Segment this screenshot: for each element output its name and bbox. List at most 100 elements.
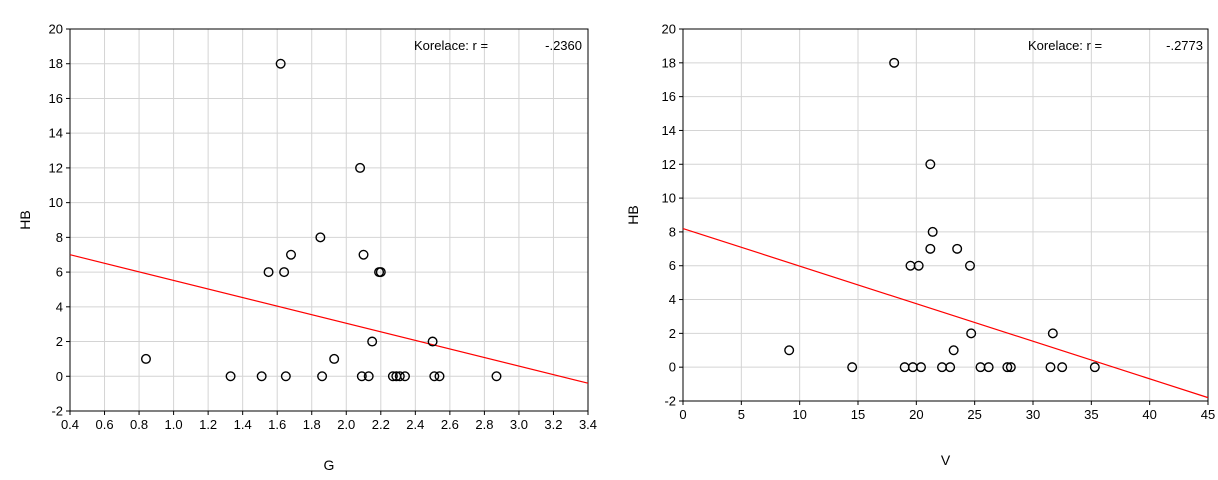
y-tick-label: 14 — [662, 123, 676, 138]
x-tick-label: 0 — [679, 407, 686, 422]
x-tick-label: 1.6 — [268, 417, 286, 432]
data-point — [925, 243, 936, 254]
y-tick-label: 2 — [669, 326, 676, 341]
data-point — [429, 371, 440, 382]
x-tick-label: 20 — [909, 407, 923, 422]
data-point — [280, 371, 291, 382]
data-point — [1005, 362, 1016, 373]
data-point — [983, 362, 994, 373]
data-point — [491, 371, 502, 382]
y-tick-label: -2 — [51, 404, 63, 419]
x-tick-label: 5 — [738, 407, 745, 422]
correlation-label: Korelace: r = — [1028, 38, 1102, 53]
data-point — [315, 232, 326, 243]
data-point — [1047, 328, 1058, 339]
data-point — [317, 371, 328, 382]
x-tick-label: 1.2 — [199, 417, 217, 432]
data-point — [427, 336, 438, 347]
data-point — [784, 345, 795, 356]
data-point — [367, 336, 378, 347]
data-point — [263, 267, 274, 278]
x-axis-title: V — [941, 452, 951, 468]
x-tick-label: 10 — [792, 407, 806, 422]
x-tick-label: 0.8 — [130, 417, 148, 432]
y-tick-label: 16 — [662, 89, 676, 104]
data-point — [434, 371, 445, 382]
x-axis-title: G — [324, 457, 335, 473]
scatter-chart-v: 0 5 10 15 20 25 30 35 40 45-202468101214161820Kor… — [625, 22, 1215, 469]
y-tick-label: 10 — [662, 191, 676, 206]
data-point — [927, 226, 938, 237]
x-tick-label: 40 — [1142, 407, 1156, 422]
y-tick-label: 18 — [662, 55, 676, 70]
y-tick-label: 20 — [49, 22, 63, 37]
plot-area — [70, 29, 588, 411]
y-tick-label: 2 — [56, 334, 63, 349]
plot-frame — [682, 28, 1209, 402]
data-point — [945, 362, 956, 373]
y-tick-label: 4 — [669, 292, 676, 307]
regression-line — [69, 254, 589, 384]
x-tick-label: 30 — [1026, 407, 1040, 422]
y-axis-title: HB — [625, 205, 641, 224]
data-point — [948, 345, 959, 356]
data-point — [363, 371, 374, 382]
data-point — [916, 362, 927, 373]
x-tick-label: 35 — [1084, 407, 1098, 422]
y-tick-label: 12 — [49, 160, 63, 175]
x-tick-label: 3.0 — [510, 417, 528, 432]
regression-line — [682, 227, 1209, 399]
correlation-label: Korelace: r = — [414, 38, 488, 53]
data-point — [952, 243, 963, 254]
correlation-value: -.2360 — [545, 38, 582, 53]
x-tick-label: 15 — [851, 407, 865, 422]
data-point — [286, 249, 297, 260]
x-tick-label: 1.8 — [303, 417, 321, 432]
y-tick-label: 8 — [56, 230, 63, 245]
x-tick-label: 0.4 — [61, 417, 79, 432]
data-point — [394, 371, 405, 382]
data-point — [847, 362, 858, 373]
data-point — [375, 267, 386, 278]
y-tick-label: 0 — [56, 369, 63, 384]
x-tick-label: 3.4 — [579, 417, 597, 432]
y-tick-label: 12 — [662, 157, 676, 172]
y-tick-label: -2 — [664, 394, 676, 409]
y-tick-label: 6 — [669, 258, 676, 273]
x-tick-label: 1.0 — [165, 417, 183, 432]
x-tick-label: 2.6 — [441, 417, 459, 432]
plot-frame — [69, 28, 589, 412]
data-point — [925, 159, 936, 170]
data-point — [399, 371, 410, 382]
data-point — [356, 371, 367, 382]
plot-area — [683, 29, 1208, 401]
y-tick-label: 20 — [662, 22, 676, 37]
y-tick-label: 18 — [49, 56, 63, 71]
y-tick-label: 6 — [56, 265, 63, 280]
y-tick-label: 14 — [49, 126, 63, 141]
data-point — [1089, 362, 1100, 373]
data-point — [355, 162, 366, 173]
data-point — [1045, 362, 1056, 373]
data-point — [965, 260, 976, 271]
x-tick-label: 2.0 — [337, 417, 355, 432]
y-tick-label: 10 — [49, 195, 63, 210]
data-point — [358, 249, 369, 260]
x-tick-label: 2.8 — [475, 417, 493, 432]
y-tick-label: 4 — [56, 299, 63, 314]
data-point — [1002, 362, 1013, 373]
data-point — [966, 328, 977, 339]
data-point — [256, 371, 267, 382]
y-tick-label: 16 — [49, 91, 63, 106]
data-point — [225, 371, 236, 382]
data-point — [889, 57, 900, 68]
data-point — [140, 353, 151, 364]
x-tick-label: 0.6 — [95, 417, 113, 432]
x-tick-label: 25 — [967, 407, 981, 422]
x-tick-label: 2.4 — [406, 417, 424, 432]
x-tick-label: 1.4 — [234, 417, 252, 432]
data-point — [1057, 362, 1068, 373]
data-point — [279, 267, 290, 278]
